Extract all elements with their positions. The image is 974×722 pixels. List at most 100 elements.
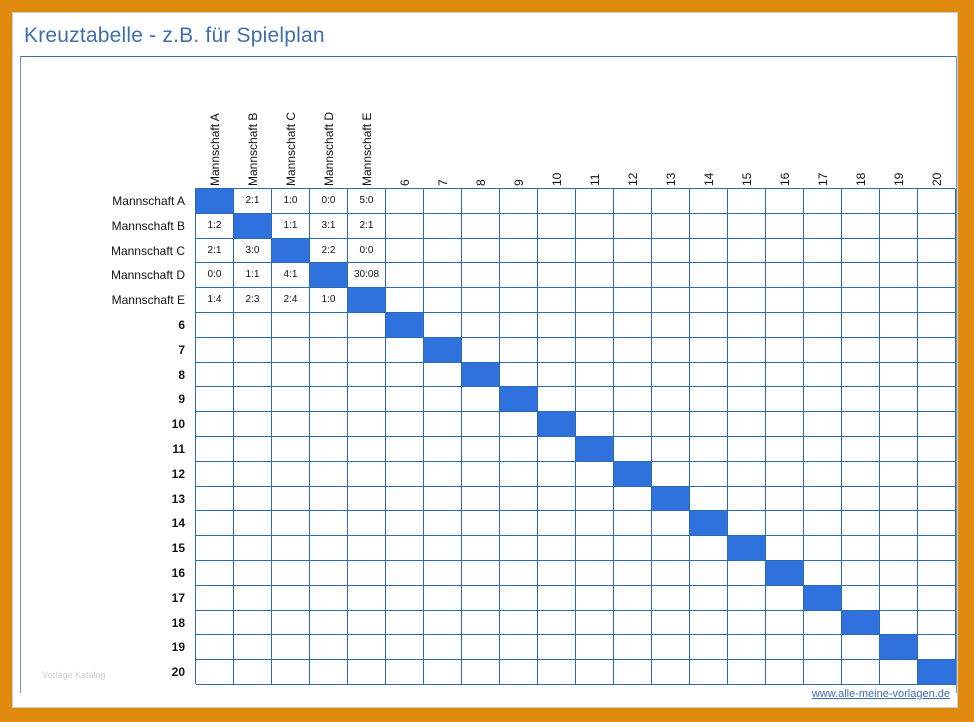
table-cell[interactable]: [842, 213, 880, 239]
table-cell[interactable]: [538, 437, 576, 462]
table-cell[interactable]: [728, 263, 766, 289]
table-cell[interactable]: [728, 337, 766, 363]
table-cell[interactable]: [804, 461, 842, 487]
table-cell[interactable]: [690, 313, 728, 338]
table-cell[interactable]: [386, 288, 424, 313]
table-cell[interactable]: [842, 263, 880, 289]
table-cell[interactable]: [690, 337, 728, 363]
table-cell[interactable]: [766, 288, 804, 313]
table-cell[interactable]: [424, 536, 462, 561]
table-cell[interactable]: [272, 362, 310, 388]
table-cell[interactable]: [842, 635, 880, 661]
table-cell[interactable]: [614, 486, 652, 512]
table-cell[interactable]: [614, 263, 652, 289]
table-cell[interactable]: 1:0: [310, 288, 348, 313]
table-cell[interactable]: [424, 660, 462, 685]
table-cell[interactable]: [690, 288, 728, 313]
table-cell[interactable]: [576, 337, 614, 363]
table-cell[interactable]: [652, 461, 690, 487]
table-cell[interactable]: [880, 213, 918, 239]
table-cell[interactable]: [310, 511, 348, 537]
table-cell[interactable]: [462, 213, 500, 239]
table-cell[interactable]: [196, 585, 234, 611]
table-cell[interactable]: [652, 337, 690, 363]
table-cell[interactable]: [310, 412, 348, 437]
table-cell[interactable]: 2:3: [234, 288, 272, 313]
table-cell[interactable]: [842, 461, 880, 487]
table-cell[interactable]: [424, 437, 462, 462]
table-cell[interactable]: [538, 189, 576, 214]
table-cell[interactable]: [310, 561, 348, 586]
table-cell[interactable]: [386, 486, 424, 512]
table-cell[interactable]: [462, 412, 500, 437]
table-cell[interactable]: [386, 362, 424, 388]
table-cell[interactable]: [538, 238, 576, 264]
table-cell[interactable]: [728, 635, 766, 661]
table-cell[interactable]: [728, 511, 766, 537]
table-cell[interactable]: [196, 486, 234, 512]
diagonal-cell[interactable]: [234, 213, 272, 239]
table-cell[interactable]: [272, 313, 310, 338]
table-cell[interactable]: [804, 189, 842, 214]
table-cell[interactable]: [234, 412, 272, 437]
diagonal-cell[interactable]: [804, 585, 842, 611]
table-cell[interactable]: [272, 486, 310, 512]
diagonal-cell[interactable]: [880, 635, 918, 661]
table-cell[interactable]: [880, 238, 918, 264]
table-cell[interactable]: [310, 387, 348, 413]
table-cell[interactable]: [728, 437, 766, 462]
table-cell[interactable]: [424, 585, 462, 611]
table-cell[interactable]: [500, 561, 538, 586]
table-cell[interactable]: [234, 536, 272, 561]
diagonal-cell[interactable]: [462, 362, 500, 388]
table-cell[interactable]: [690, 387, 728, 413]
table-cell[interactable]: [234, 387, 272, 413]
table-cell[interactable]: [576, 635, 614, 661]
table-cell[interactable]: [348, 387, 386, 413]
table-cell[interactable]: [196, 610, 234, 636]
diagonal-cell[interactable]: [576, 437, 614, 462]
table-cell[interactable]: [652, 412, 690, 437]
table-cell[interactable]: [690, 635, 728, 661]
table-cell[interactable]: [386, 511, 424, 537]
table-cell[interactable]: [234, 486, 272, 512]
table-cell[interactable]: [538, 213, 576, 239]
diagonal-cell[interactable]: [538, 412, 576, 437]
table-cell[interactable]: [234, 337, 272, 363]
table-cell[interactable]: [234, 660, 272, 685]
table-cell[interactable]: [804, 660, 842, 685]
table-cell[interactable]: [462, 635, 500, 661]
table-cell[interactable]: 2:1: [348, 213, 386, 239]
table-cell[interactable]: [500, 585, 538, 611]
table-cell[interactable]: [614, 610, 652, 636]
table-cell[interactable]: [918, 189, 956, 214]
table-cell[interactable]: [880, 387, 918, 413]
table-cell[interactable]: [272, 337, 310, 363]
table-cell[interactable]: [842, 189, 880, 214]
table-cell[interactable]: [652, 313, 690, 338]
table-cell[interactable]: [842, 561, 880, 586]
table-cell[interactable]: [272, 610, 310, 636]
table-cell[interactable]: [576, 660, 614, 685]
table-cell[interactable]: [538, 660, 576, 685]
table-cell[interactable]: [880, 189, 918, 214]
table-cell[interactable]: [728, 238, 766, 264]
table-cell[interactable]: [918, 486, 956, 512]
table-cell[interactable]: 0:0: [348, 238, 386, 264]
table-cell[interactable]: [576, 412, 614, 437]
table-cell[interactable]: [234, 437, 272, 462]
table-cell[interactable]: [348, 313, 386, 338]
table-cell[interactable]: [424, 362, 462, 388]
table-cell[interactable]: [538, 362, 576, 388]
table-cell[interactable]: [614, 313, 652, 338]
table-cell[interactable]: [196, 461, 234, 487]
table-cell[interactable]: [614, 238, 652, 264]
table-cell[interactable]: [386, 610, 424, 636]
table-cell[interactable]: [462, 313, 500, 338]
table-cell[interactable]: [386, 461, 424, 487]
table-cell[interactable]: [728, 387, 766, 413]
table-cell[interactable]: [424, 461, 462, 487]
table-cell[interactable]: [614, 437, 652, 462]
table-cell[interactable]: [462, 263, 500, 289]
table-cell[interactable]: [614, 660, 652, 685]
